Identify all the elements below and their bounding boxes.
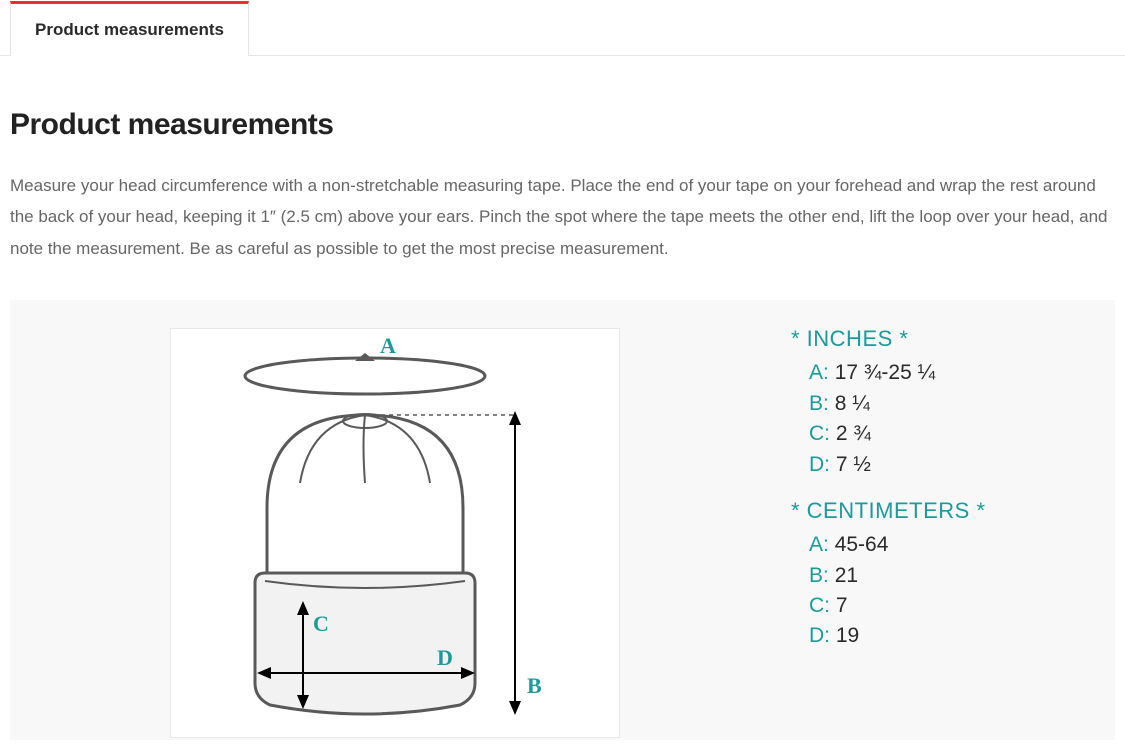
- measure-value: 21: [835, 564, 858, 587]
- centimeters-heading: * CENTIMETERS *: [791, 498, 1101, 524]
- measure-label: C:: [809, 422, 830, 445]
- measure-value: 19: [836, 624, 859, 647]
- measure-label: D:: [809, 624, 830, 647]
- diagram-container: A: [14, 314, 775, 738]
- measure-row: A: 45-64: [809, 530, 1101, 560]
- content-area: Product measurements Measure your head c…: [0, 56, 1125, 740]
- diagram-label-c: C: [313, 611, 329, 636]
- measure-row: C: 2 ¾: [809, 419, 1101, 449]
- measure-row: B: 21: [809, 561, 1101, 591]
- diagram-label-b: B: [527, 673, 542, 698]
- beanie-diagram: A: [205, 333, 585, 733]
- measure-row: D: 7 ½: [809, 450, 1101, 480]
- measurement-panel: A: [10, 300, 1115, 740]
- measure-value: 8 ¼: [835, 392, 870, 415]
- measure-value: 17 ¾-25 ¼: [835, 361, 935, 384]
- measure-row: D: 19: [809, 621, 1101, 651]
- diagram-label-a: A: [380, 333, 396, 358]
- inches-list: A: 17 ¾-25 ¼ B: 8 ¼ C: 2 ¾ D: 7 ½: [791, 358, 1101, 480]
- measure-value: 7: [836, 594, 848, 617]
- diagram-card: A: [170, 328, 620, 738]
- diagram-label-d: D: [437, 645, 453, 670]
- measure-row: A: 17 ¾-25 ¼: [809, 358, 1101, 388]
- measure-label: D:: [809, 453, 830, 476]
- inches-heading: * INCHES *: [791, 326, 1101, 352]
- measurements-column: * INCHES * A: 17 ¾-25 ¼ B: 8 ¼ C: 2 ¾ D:…: [791, 314, 1111, 670]
- measure-value: 7 ½: [836, 453, 871, 476]
- measure-label: C:: [809, 594, 830, 617]
- measure-value: 45-64: [835, 533, 889, 556]
- measure-label: B:: [809, 564, 829, 587]
- measure-row: C: 7: [809, 591, 1101, 621]
- centimeters-list: A: 45-64 B: 21 C: 7 D: 19: [791, 530, 1101, 652]
- measure-label: A:: [809, 533, 829, 556]
- tab-product-measurements[interactable]: Product measurements: [10, 1, 249, 56]
- page-title: Product measurements: [10, 108, 1115, 142]
- tab-bar: Product measurements: [0, 0, 1125, 56]
- measure-row: B: 8 ¼: [809, 389, 1101, 419]
- measure-label: A:: [809, 361, 829, 384]
- measure-value: 2 ¾: [836, 422, 871, 445]
- instructions-text: Measure your head circumference with a n…: [10, 170, 1115, 264]
- measure-label: B:: [809, 392, 829, 415]
